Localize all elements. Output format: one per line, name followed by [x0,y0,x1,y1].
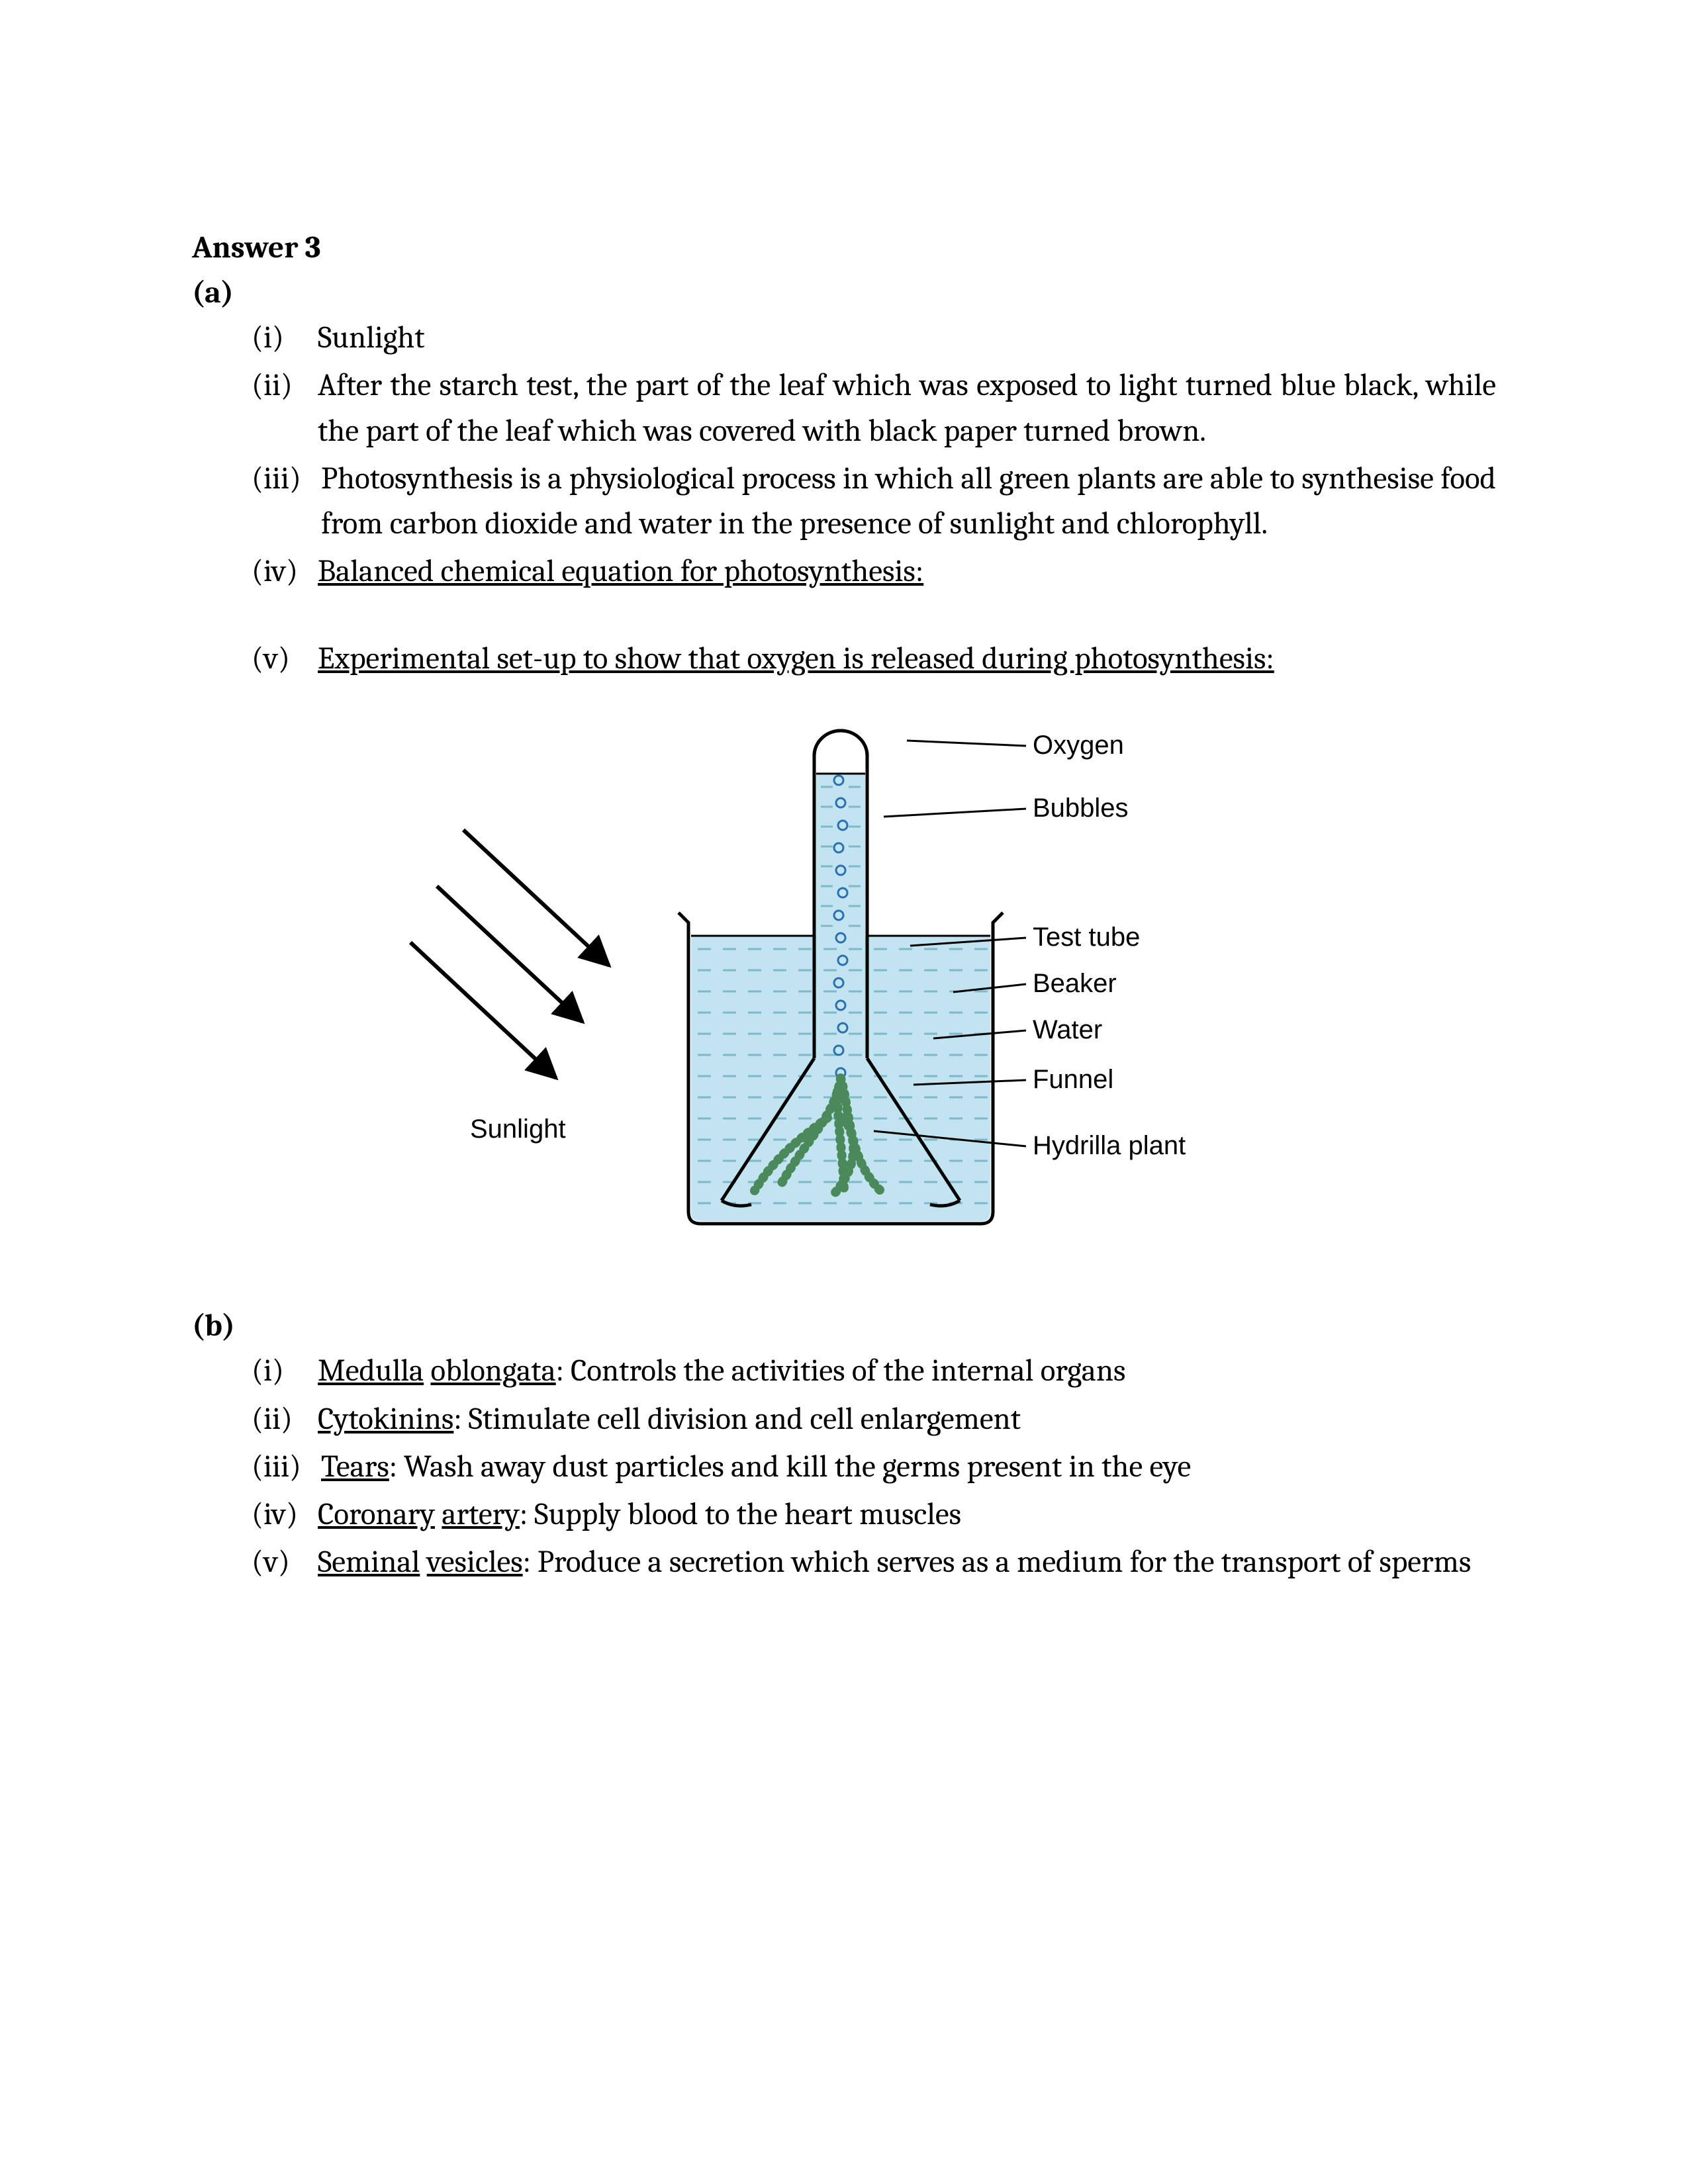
term: artery [442,1496,520,1532]
diagram-svg: Sunlight Oxygen Bubbles Test tube Beaker Wate… [291,701,1284,1283]
item-body: Tears: Wash away dust particles and kill… [321,1444,1496,1489]
definition-text: : Stimulate cell division and cell enlar… [453,1401,1021,1437]
part-a-item: (ii)After the starch test, the part of t… [252,363,1496,453]
diagram-label: Bubbles [1033,794,1129,823]
part-a-item: (v)Experimental set-up to show that oxyg… [252,636,1496,681]
roman-numeral: (i) [252,1348,318,1393]
diagram-label: Test tube [1033,923,1140,952]
part-b-item: (i)Medulla oblongata: Controls the activ… [252,1348,1496,1393]
part-a-item: (iv)Balanced chemical equation for photo… [252,549,1496,594]
part-b-label: (b) [192,1303,1496,1348]
term: Seminal [318,1544,420,1580]
item-body: Photosynthesis is a physiological proces… [321,456,1496,546]
term: Tears [321,1449,389,1484]
experiment-diagram: Sunlight Oxygen Bubbles Test tube Beaker Wate… [291,701,1496,1283]
sunlight-label: Sunlight [470,1115,566,1144]
underlined-text: Balanced chemical equation for photosynt… [318,553,923,589]
item-body: Seminal vesicles: Produce a secretion wh… [318,1539,1496,1584]
roman-numeral: (ii) [252,1396,318,1441]
definition-text: : Controls the activities of the interna… [556,1353,1126,1388]
answer-heading: Answer 3 [192,225,1496,270]
page: Answer 3 (a) (i)Sunlight(ii)After the st… [0,0,1688,2184]
term: Cytokinins [318,1401,453,1437]
roman-numeral: (iv) [252,1492,318,1537]
part-a-item: (iii)Photosynthesis is a physiological p… [252,456,1496,546]
part-a-item: (i)Sunlight [252,315,1496,360]
diagram-label: Water [1033,1015,1102,1044]
diagram-label: Oxygen [1033,731,1124,760]
diagram-label: Funnel [1033,1065,1113,1094]
part-b-item: (iii)Tears: Wash away dust particles and… [252,1444,1496,1489]
term: Medulla [318,1353,424,1388]
item-body: Coronary artery: Supply blood to the hea… [318,1492,1496,1537]
definition-text: : Wash away dust particles and kill the … [389,1449,1191,1484]
roman-numeral: (v) [252,1539,318,1584]
part-b-item: (v)Seminal vesicles: Produce a secretion… [252,1539,1496,1584]
part-b-item: (iv)Coronary artery: Supply blood to the… [252,1492,1496,1537]
item-body: Experimental set-up to show that oxygen … [318,636,1496,681]
part-a-list: (i)Sunlight(ii)After the starch test, th… [252,315,1496,681]
roman-numeral: (iii) [252,456,321,546]
roman-numeral: (ii) [252,363,318,453]
term: oblongata [430,1353,555,1388]
roman-numeral: (v) [252,636,318,681]
item-body: Balanced chemical equation for photosynt… [318,549,1496,594]
spacer [252,596,1496,636]
part-b-list: (i)Medulla oblongata: Controls the activ… [252,1348,1496,1584]
part-a-label: (a) [192,270,1496,315]
diagram-label: Beaker [1033,969,1117,998]
roman-numeral: (iii) [252,1444,321,1489]
item-body: After the starch test, the part of the l… [318,363,1496,453]
diagram-label: Hydrilla plant [1033,1131,1186,1160]
item-body: Medulla oblongata: Controls the activiti… [318,1348,1496,1393]
item-body: Cytokinins: Stimulate cell division and … [318,1396,1496,1441]
underlined-text: Experimental set-up to show that oxygen … [318,641,1274,676]
roman-numeral: (i) [252,315,318,360]
term: vesicles [427,1544,523,1580]
term: Coronary [318,1496,435,1532]
item-body: Sunlight [318,315,1496,360]
part-b-item: (ii)Cytokinins: Stimulate cell division … [252,1396,1496,1441]
definition-text: : Produce a secretion which serves as a … [523,1544,1472,1580]
definition-text: : Supply blood to the heart muscles [520,1496,961,1532]
roman-numeral: (iv) [252,549,318,594]
